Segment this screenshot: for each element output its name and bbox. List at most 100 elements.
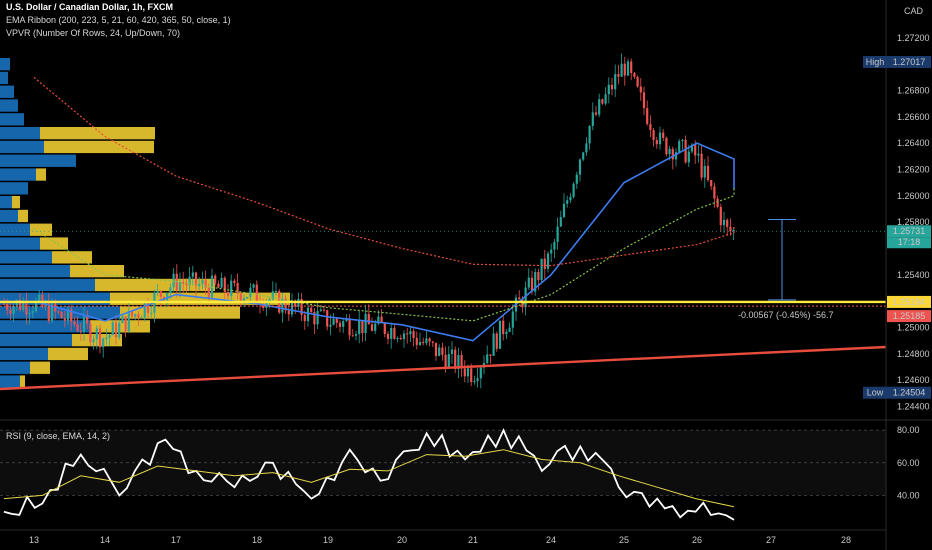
candle-body [124, 316, 127, 332]
vp-up-bar [0, 71, 8, 85]
candle-body [348, 319, 351, 336]
vp-down-bar [95, 278, 215, 292]
candle-body [454, 349, 457, 370]
candle-body [530, 277, 534, 292]
candle-body [498, 320, 502, 349]
vp-down-bar [30, 223, 52, 236]
candle-body [457, 354, 460, 370]
time-tick: 24 [546, 535, 556, 545]
time-tick: 14 [100, 535, 110, 545]
vpvr-legend[interactable]: VPVR (Number Of Rows, 24, Up/Down, 70) [6, 28, 181, 38]
candle-body [361, 320, 364, 334]
candle-body [486, 354, 489, 363]
candle-body [521, 299, 524, 308]
candle-body [399, 337, 402, 340]
candle-body [287, 310, 290, 315]
vp-up-bar [0, 140, 44, 154]
price-tick: 1.24600 [897, 375, 930, 385]
candle-body [607, 84, 610, 95]
candle-body [70, 309, 73, 322]
candle-body [111, 322, 114, 336]
candle-body [255, 284, 258, 302]
vp-up-bar [0, 196, 12, 209]
candle-body [98, 328, 102, 348]
support-price-label: 1.25194 [893, 297, 926, 307]
candle-body [210, 275, 214, 298]
candle-body [313, 312, 316, 325]
support-price-label-bg [887, 295, 931, 308]
candle-body [508, 327, 511, 332]
candle-body [374, 323, 377, 331]
candle-body [367, 313, 370, 325]
candle-body [678, 141, 681, 153]
rsi-tick: 40.00 [897, 490, 920, 500]
candle-body [566, 200, 569, 204]
candle-body [604, 94, 607, 104]
rsi-pane [0, 427, 886, 521]
candle-body [447, 353, 450, 369]
candle-body [610, 84, 614, 90]
high-value-label-bg [887, 55, 931, 68]
candle-body [108, 335, 111, 338]
candle-body [127, 311, 130, 332]
candle-body [710, 180, 713, 187]
candle-body [114, 322, 118, 338]
candle-body [418, 342, 422, 345]
vp-up-bar [0, 154, 76, 167]
candle-body [681, 139, 684, 142]
candle-body [310, 307, 313, 313]
candle-body [220, 277, 223, 288]
support2-price-label: 1.25185 [893, 311, 926, 321]
candle-body [326, 310, 329, 327]
ema-fast-line [33, 142, 735, 342]
candle-body [716, 198, 719, 207]
candle-body [214, 275, 217, 284]
candle-body [463, 368, 466, 377]
candle-body [105, 337, 108, 339]
candle-body [585, 143, 588, 153]
candle-body [511, 311, 514, 328]
candle-body [118, 322, 121, 338]
candle-body [201, 279, 204, 284]
candle-body [178, 282, 182, 291]
candle-body [226, 291, 230, 297]
high-label: High [866, 57, 885, 67]
candle-body [207, 287, 210, 298]
vp-down-bar [40, 237, 68, 250]
vp-up-bar [0, 375, 20, 388]
last-price-label-bg [887, 225, 931, 238]
candle-body [620, 63, 623, 77]
ema-ribbon-legend[interactable]: EMA Ribbon (200, 223, 5, 21, 60, 420, 36… [6, 15, 231, 25]
vp-up-bar [0, 278, 95, 292]
rsi-legend[interactable]: RSI (9, close, EMA, 14, 2) [6, 431, 111, 441]
candle-body [700, 153, 703, 178]
candle-body [380, 316, 383, 324]
candle-body [284, 298, 287, 311]
candle-body [719, 206, 722, 226]
candle-body [438, 347, 441, 357]
candle-body [342, 321, 345, 327]
candle-body [79, 331, 82, 333]
candle-body [217, 283, 220, 288]
candle-body [233, 280, 236, 284]
candle-body [2, 303, 6, 305]
candle-body [271, 291, 274, 300]
candle-body [169, 287, 172, 294]
candle-body [684, 139, 687, 163]
vp-up-bar [0, 361, 30, 374]
time-tick: 27 [766, 535, 776, 545]
low-value-label-bg [887, 386, 931, 399]
price-tick: 1.27200 [897, 33, 930, 43]
candle-body [626, 61, 630, 76]
candle-body [156, 290, 159, 293]
candle-body [662, 132, 665, 138]
vp-up-bar [0, 113, 24, 126]
candle-body [338, 322, 342, 327]
candle-body [550, 249, 553, 254]
candle-body [495, 333, 498, 349]
candle-body [159, 290, 162, 297]
candle-body [329, 324, 332, 327]
candle-body [569, 196, 572, 201]
candle-body [185, 283, 188, 286]
